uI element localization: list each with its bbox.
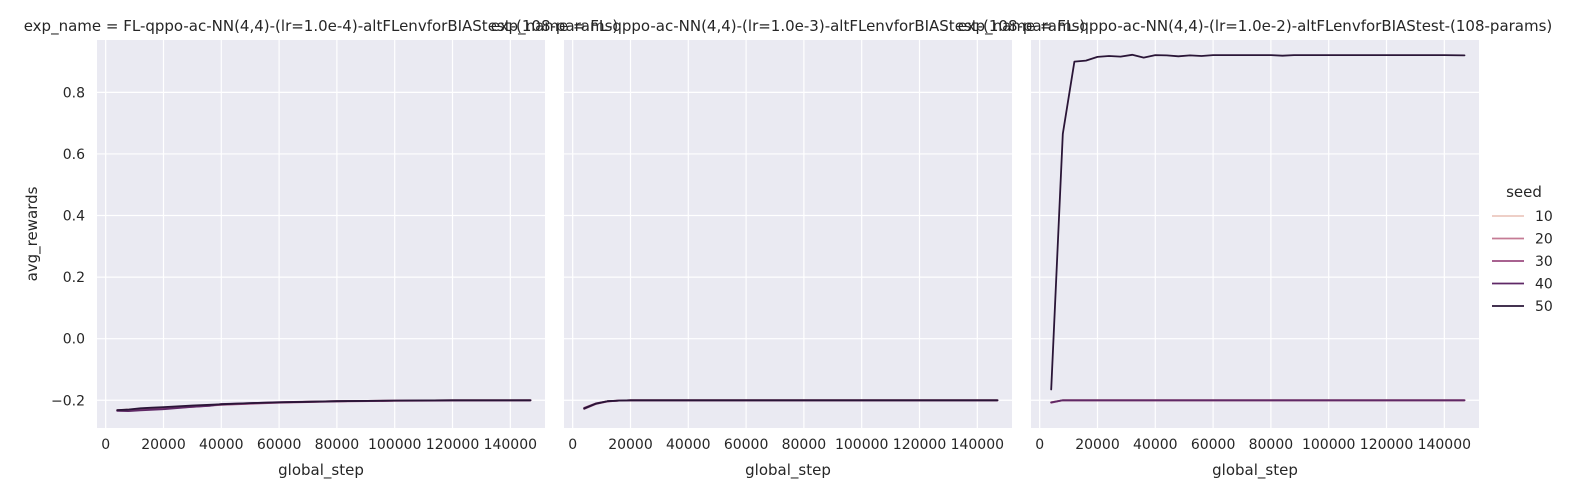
x-tick-label: 120000 [1360, 437, 1413, 453]
x-tick-label: 60000 [1191, 437, 1236, 453]
x-tick-label: 40000 [1133, 437, 1178, 453]
x-tick-label: 60000 [724, 437, 769, 453]
legend-title: seed [1506, 183, 1542, 201]
facet-panel-3: 0 20000 40000 60000 80000 100000 120000 140000 g… [958, 17, 1553, 480]
y-tick-label: 0.2 [63, 270, 85, 286]
series-line-seed-50 [583, 399, 999, 410]
x-tick-label: 100000 [835, 437, 888, 453]
facet-panel-1: 0 20000 40000 60000 80000 100000 120000 140000 −… [23, 17, 618, 480]
x-tick-label: 0 [1035, 437, 1044, 453]
x-tick-label: 80000 [315, 437, 360, 453]
x-tick-label: 140000 [1418, 437, 1471, 453]
x-tick-label: 80000 [1249, 437, 1294, 453]
legend: seed 10 20 30 40 50 [1492, 183, 1553, 315]
y-tick-label: 0.6 [63, 147, 85, 163]
legend-label-seed-50: 50 [1535, 299, 1553, 315]
x-tick-label: 80000 [782, 437, 827, 453]
facet-panel-2: 0 20000 40000 60000 80000 100000 120000 140000 g… [491, 17, 1086, 480]
x-axis-label: global_step [1212, 461, 1298, 480]
x-tick-label: 120000 [893, 437, 946, 453]
series-line-seed-50 [116, 399, 532, 411]
x-tick-label: 60000 [257, 437, 302, 453]
y-axis-label: avg_rewards [23, 186, 42, 281]
y-tick-label: −0.2 [51, 393, 85, 409]
x-tick-label: 100000 [1302, 437, 1355, 453]
legend-label-seed-20: 20 [1535, 232, 1553, 248]
legend-label-seed-40: 40 [1535, 277, 1553, 293]
y-tick-label: 0.4 [63, 209, 85, 225]
panel-title: exp_name = FL-qppo-ac-NN(4,4)-(lr=1.0e-4… [24, 17, 619, 36]
x-tick-label: 40000 [666, 437, 711, 453]
plot-background [564, 40, 1012, 428]
x-tick-label: 140000 [484, 437, 537, 453]
x-tick-label: 20000 [1075, 437, 1120, 453]
legend-label-seed-30: 30 [1535, 254, 1553, 270]
x-tick-label: 0 [568, 437, 577, 453]
x-tick-label: 20000 [608, 437, 653, 453]
x-axis-label: global_step [745, 461, 831, 480]
y-tick-label: 0.8 [63, 85, 85, 101]
panel-title: exp_name = FL-qppo-ac-NN(4,4)-(lr=1.0e-2… [958, 17, 1553, 36]
x-tick-label: 100000 [368, 437, 421, 453]
x-tick-label: 0 [101, 437, 110, 453]
x-tick-label: 20000 [141, 437, 186, 453]
x-tick-label: 120000 [426, 437, 479, 453]
y-tick-label: 0.0 [63, 332, 85, 348]
plot-background [1031, 40, 1479, 428]
plot-background [97, 40, 545, 428]
panel-title: exp_name = FL-qppo-ac-NN(4,4)-(lr=1.0e-3… [491, 17, 1086, 36]
series-line-seed-40 [1050, 399, 1466, 404]
x-tick-label: 40000 [199, 437, 244, 453]
legend-label-seed-10: 10 [1535, 209, 1553, 225]
series-line-seed-50 [1050, 53, 1466, 391]
x-tick-label: 140000 [951, 437, 1004, 453]
x-axis-label: global_step [278, 461, 364, 480]
